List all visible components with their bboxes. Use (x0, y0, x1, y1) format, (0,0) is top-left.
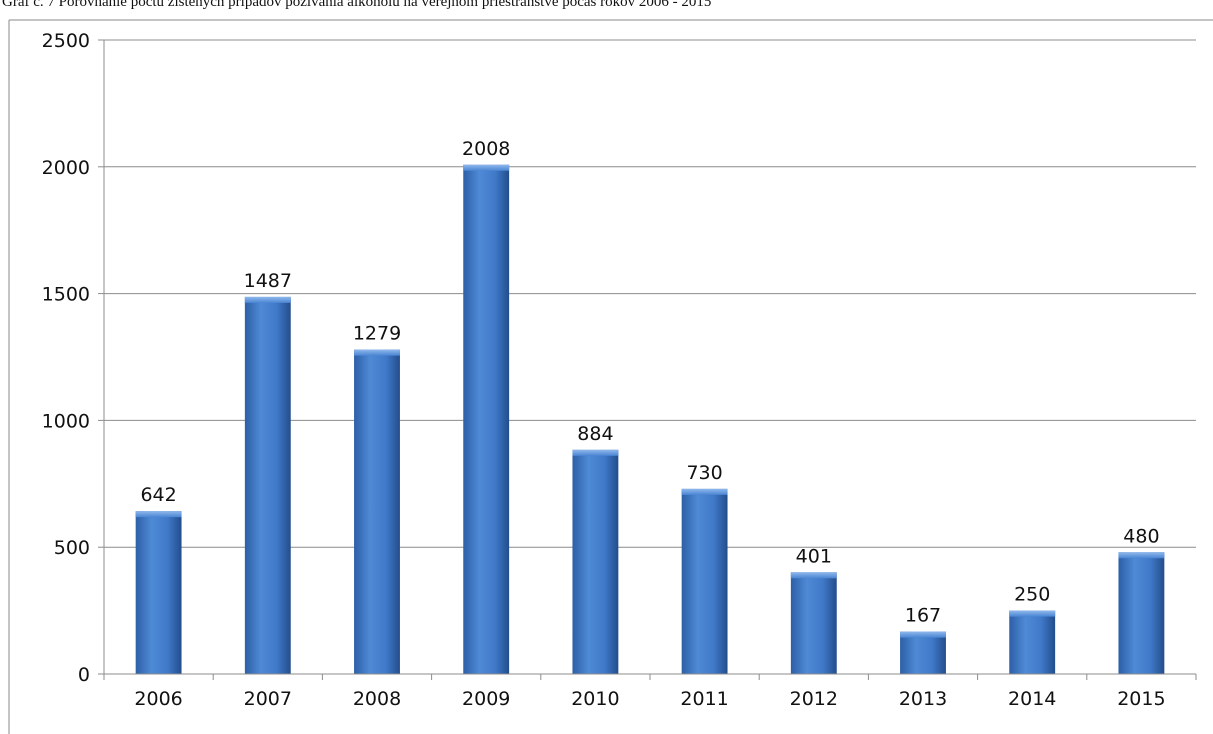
bar-highlight (900, 631, 946, 638)
y-tick-label: 1000 (42, 410, 90, 432)
bar-2015 (1118, 552, 1165, 674)
bar-highlight (572, 449, 619, 456)
data-label-2015: 480 (1123, 525, 1159, 547)
y-tick-label: 0 (78, 664, 90, 686)
bar-2007 (244, 296, 291, 674)
bar-highlight (790, 572, 837, 579)
data-label-2013: 167 (905, 605, 941, 627)
data-label-2012: 401 (796, 545, 832, 567)
bar-2009 (463, 164, 510, 675)
x-tick-label: 2006 (134, 688, 182, 710)
x-tick-label: 2009 (462, 688, 510, 710)
y-tick-label: 2500 (42, 30, 90, 52)
x-tick-label: 2015 (1117, 688, 1165, 710)
data-label-2009: 2008 (462, 138, 510, 160)
x-tick-label: 2013 (899, 688, 947, 710)
data-label-2006: 642 (140, 484, 176, 506)
x-tick-label: 2008 (353, 688, 401, 710)
x-tick-label: 2010 (571, 688, 619, 710)
y-tick-label: 500 (54, 537, 90, 559)
bar-highlight (1009, 610, 1056, 617)
bar-2013 (900, 631, 946, 674)
bar-highlight (1118, 552, 1165, 559)
x-tick-label: 2012 (790, 688, 838, 710)
bar-2008 (354, 349, 400, 674)
bar-2014 (1009, 610, 1056, 674)
bar-2012 (790, 572, 837, 674)
x-tick-label: 2007 (244, 688, 292, 710)
x-tick-label: 2014 (1008, 688, 1056, 710)
bar-2006 (135, 511, 182, 674)
bar-2011 (681, 488, 728, 674)
data-label-2014: 250 (1014, 584, 1050, 606)
chart-caption: Graf č. 7 Porovnanie počtu zistených prí… (2, 0, 712, 10)
bar-highlight (354, 349, 400, 356)
data-label-2011: 730 (686, 462, 722, 484)
bar-highlight (244, 296, 291, 303)
y-tick-label: 1500 (42, 284, 90, 306)
data-label-2010: 884 (577, 423, 613, 445)
data-label-2008: 1279 (353, 323, 401, 345)
data-label-2007: 1487 (244, 270, 292, 292)
x-tick-label: 2011 (680, 688, 728, 710)
bar-highlight (681, 488, 728, 495)
y-tick-label: 2000 (42, 157, 90, 179)
bar-highlight (135, 511, 182, 518)
bar-highlight (463, 164, 510, 171)
bar-2010 (572, 449, 619, 674)
